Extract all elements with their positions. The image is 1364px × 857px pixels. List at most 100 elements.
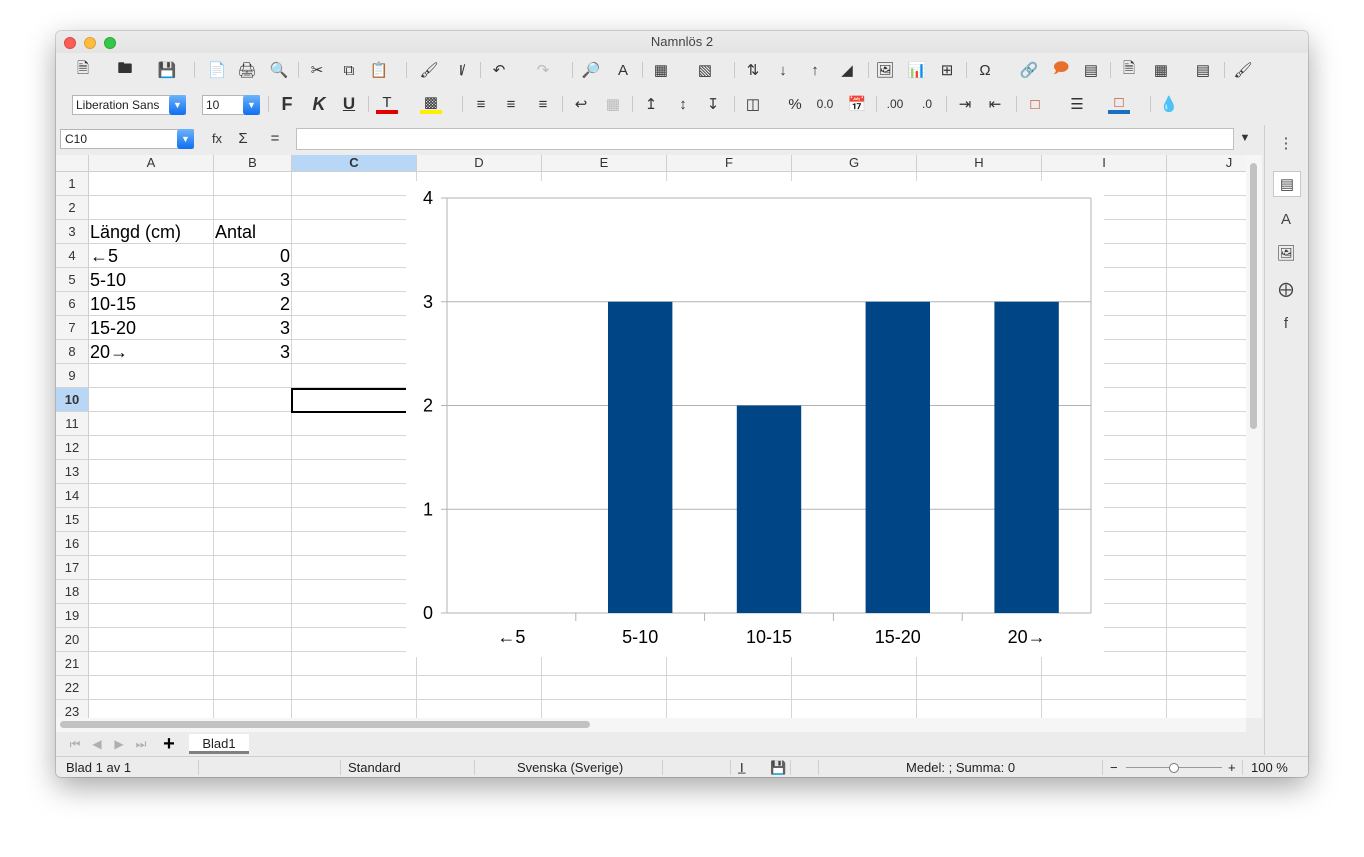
function-wizard-button[interactable]: fx: [206, 128, 228, 148]
row-header-2[interactable]: 2: [56, 196, 89, 220]
split-window-icon[interactable]: ▤: [1192, 60, 1214, 80]
cell-b3[interactable]: Antal: [215, 220, 256, 244]
formula-equals-button[interactable]: =: [264, 128, 286, 148]
column-header-h[interactable]: H: [917, 155, 1042, 172]
vertical-scroll-thumb[interactable]: [1250, 163, 1257, 429]
column-header-g[interactable]: G: [792, 155, 917, 172]
status-page-style[interactable]: Standard: [348, 757, 401, 777]
print-preview-icon[interactable]: 🔍: [268, 60, 290, 80]
clear-formatting-icon[interactable]: I̸: [450, 60, 472, 80]
define-print-area-icon[interactable]: 🗎: [1118, 60, 1140, 80]
column-header-d[interactable]: D: [417, 155, 542, 172]
hyperlink-icon[interactable]: 🔗: [1018, 60, 1040, 80]
row-header-20[interactable]: 20: [56, 628, 89, 652]
freeze-rows-icon[interactable]: ▦: [1150, 60, 1172, 80]
row-header-14[interactable]: 14: [56, 484, 89, 508]
background-color-icon[interactable]: ▩: [420, 94, 442, 114]
percent-format-button[interactable]: %: [784, 94, 806, 114]
row-header-11[interactable]: 11: [56, 412, 89, 436]
cell-b7[interactable]: 3: [214, 316, 290, 340]
row-header-15[interactable]: 15: [56, 508, 89, 532]
navigator-icon[interactable]: ⨁: [1273, 277, 1299, 301]
cell-cursor-c10[interactable]: [291, 388, 417, 413]
row-icon[interactable]: ▦: [650, 60, 672, 80]
decrease-indent-icon[interactable]: ⇤: [984, 94, 1006, 114]
vertical-scrollbar[interactable]: [1246, 155, 1262, 718]
comment-icon[interactable]: 🗩: [1050, 60, 1072, 80]
headers-footers-icon[interactable]: ▤: [1080, 60, 1102, 80]
zoom-in-button[interactable]: +: [1228, 757, 1236, 777]
add-decimal-button[interactable]: .00: [884, 94, 906, 114]
horizontal-scroll-thumb[interactable]: [60, 721, 590, 728]
cut-icon[interactable]: ✂: [306, 60, 328, 80]
increase-indent-icon[interactable]: ⇥: [954, 94, 976, 114]
cell-a5[interactable]: 5-10: [90, 268, 126, 292]
next-sheet-icon[interactable]: ▶: [110, 736, 128, 752]
cell-b4[interactable]: 0: [214, 244, 290, 268]
print-icon[interactable]: 🖨: [236, 60, 258, 80]
column-header-i[interactable]: I: [1042, 155, 1167, 172]
zoom-out-button[interactable]: −: [1110, 757, 1118, 777]
copy-icon[interactable]: ⧉: [338, 60, 360, 80]
number-format-button[interactable]: 0.0: [814, 94, 836, 114]
align-left-icon[interactable]: ≡: [470, 94, 492, 114]
font-size-dropdown[interactable]: ▼: [243, 95, 260, 115]
styles-icon[interactable]: A: [1273, 207, 1299, 231]
bold-button[interactable]: F: [276, 94, 298, 114]
properties-icon[interactable]: ▤: [1273, 171, 1301, 197]
sum-button[interactable]: Σ: [232, 128, 254, 148]
sort-descending-icon[interactable]: ↑: [804, 60, 826, 80]
gallery-icon[interactable]: 🖼: [1273, 241, 1299, 265]
zoom-level[interactable]: 100 %: [1251, 757, 1288, 777]
save-icon[interactable]: 💾: [156, 60, 178, 80]
align-center-icon[interactable]: ≡: [500, 94, 522, 114]
row-header-16[interactable]: 16: [56, 532, 89, 556]
center-vertically-icon[interactable]: ↕: [672, 94, 694, 114]
horizontal-scrollbar[interactable]: [56, 718, 1246, 732]
cell-b8[interactable]: 3: [214, 340, 290, 364]
undo-icon[interactable]: ↶: [488, 60, 510, 80]
row-header-3[interactable]: 3: [56, 220, 89, 244]
close-window-button[interactable]: [64, 37, 76, 49]
find-replace-icon[interactable]: 🔎: [580, 60, 602, 80]
wrap-text-icon[interactable]: ↩: [570, 94, 592, 114]
cell-a6[interactable]: 10-15: [90, 292, 136, 316]
column-icon[interactable]: ▧: [694, 60, 716, 80]
name-box-dropdown[interactable]: ▼: [177, 129, 194, 149]
border-style-icon[interactable]: ☰: [1066, 94, 1088, 114]
font-name-dropdown[interactable]: ▼: [169, 95, 186, 115]
font-color-icon[interactable]: T: [376, 94, 398, 114]
align-top-icon[interactable]: ↥: [640, 94, 662, 114]
new-document-icon[interactable]: 🗎: [72, 60, 94, 80]
row-header-21[interactable]: 21: [56, 652, 89, 676]
sidebar-menu-button[interactable]: ⋮: [1273, 131, 1299, 155]
sheet-tab-blad1[interactable]: Blad1: [189, 734, 249, 754]
name-box[interactable]: C10 ▼: [60, 129, 194, 149]
column-header-j[interactable]: J: [1167, 155, 1246, 172]
column-header-e[interactable]: E: [542, 155, 667, 172]
underline-button[interactable]: U: [338, 94, 360, 114]
borders-icon[interactable]: □: [1024, 94, 1046, 114]
row-header-10[interactable]: 10: [56, 388, 89, 412]
row-header-23[interactable]: 23: [56, 700, 89, 718]
sort-ascending-icon[interactable]: ↓: [772, 60, 794, 80]
cell-a3[interactable]: Längd (cm): [90, 220, 181, 244]
status-language[interactable]: Svenska (Sverige): [517, 757, 623, 777]
delete-decimal-button[interactable]: .0: [916, 94, 938, 114]
column-header-b[interactable]: B: [214, 155, 292, 172]
row-header-5[interactable]: 5: [56, 268, 89, 292]
insert-chart-icon[interactable]: 📊: [906, 60, 928, 80]
row-header-4[interactable]: 4: [56, 244, 89, 268]
add-sheet-button[interactable]: +: [160, 736, 178, 752]
zoom-window-button[interactable]: [104, 37, 116, 49]
histogram-chart[interactable]: 0 1 2 3 4 ←5 5-10 10-15 15-20 20→: [406, 181, 1104, 657]
previous-sheet-icon[interactable]: ◀: [88, 736, 106, 752]
cell-b5[interactable]: 3: [214, 268, 290, 292]
status-selection-mode[interactable]: I̲: [740, 757, 744, 777]
formula-input[interactable]: [296, 128, 1234, 150]
currency-format-icon[interactable]: ◫: [742, 94, 764, 114]
font-size-box[interactable]: 10 ▼: [202, 95, 260, 115]
row-header-17[interactable]: 17: [56, 556, 89, 580]
cell-b6[interactable]: 2: [214, 292, 290, 316]
zoom-slider-thumb[interactable]: [1169, 763, 1179, 773]
